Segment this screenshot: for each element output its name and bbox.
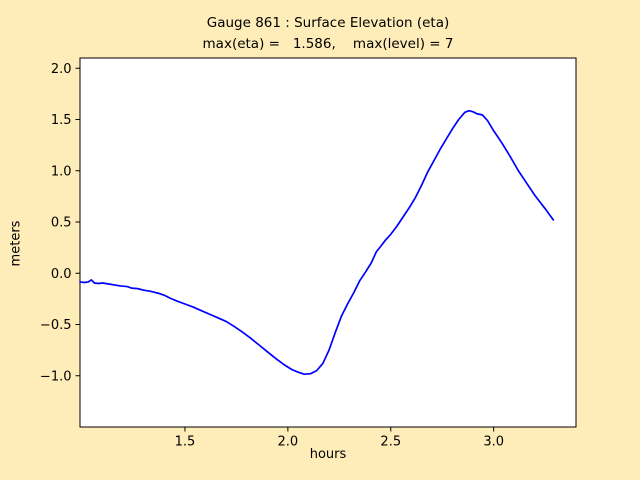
y-tick-label: 0.0	[51, 267, 72, 282]
y-tick-label: −0.5	[40, 318, 72, 333]
y-tick-label: 0.5	[51, 216, 72, 231]
data-line-eta	[79, 109, 555, 376]
y-axis-label: meters	[8, 220, 24, 267]
x-tick-label: 1.5	[175, 435, 196, 450]
y-tick-label: 2.0	[51, 62, 72, 77]
y-tick-label: 1.0	[51, 164, 72, 179]
chart-title-line2: max(eta) = 1.586, max(level) = 7	[202, 36, 454, 52]
x-tick-label: 2.5	[380, 435, 401, 450]
x-tick-label: 2.0	[278, 435, 299, 450]
y-tick-label: −1.0	[40, 369, 72, 384]
x-axis-label: hours	[309, 447, 347, 462]
y-tick-label: 1.5	[51, 113, 72, 128]
plot-area	[79, 57, 577, 428]
chart-title-line1: Gauge 861 : Surface Elevation (eta)	[206, 15, 450, 31]
x-tick-label: 3.0	[483, 435, 504, 450]
chart-title: Gauge 861 : Surface Elevation (eta) max(e…	[80, 13, 576, 55]
